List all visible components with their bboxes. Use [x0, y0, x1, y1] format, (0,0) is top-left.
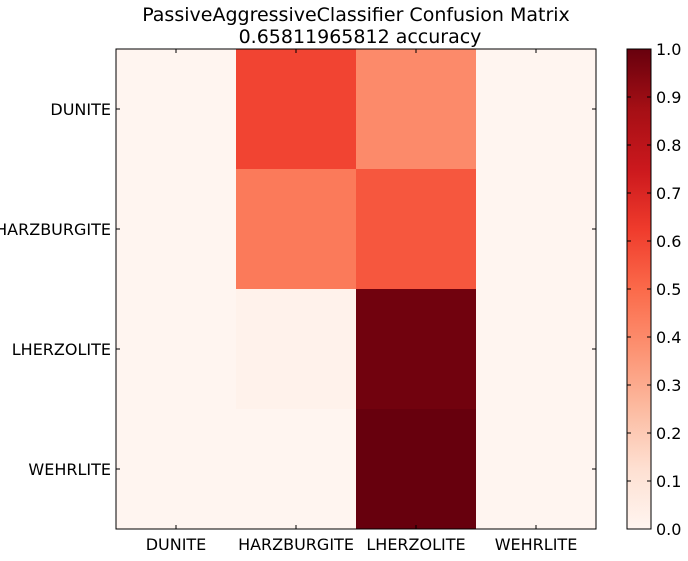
colorbar-tick-label: 0.3 — [656, 376, 681, 395]
heatmap-cell-r3-c3 — [476, 409, 597, 530]
plot-frame — [115, 48, 597, 530]
x-tick-label-lherzolite: LHERZOLITE — [366, 535, 465, 554]
heatmap-cell-r0-c0 — [116, 49, 237, 170]
heatmap-cell-r2-c2 — [356, 289, 477, 410]
axis-ticks — [116, 49, 596, 529]
heatmap-cell-r2-c0 — [116, 289, 237, 410]
colorbar-tick-label: 0.1 — [656, 472, 681, 491]
heatmap-cell-r1-c0 — [116, 169, 237, 290]
y-tick-labels: DUNITE HARZBURGITE LHERZOLITE WEHRLITE — [0, 100, 111, 479]
chart-subtitle: 0.65811965812 accuracy — [239, 26, 482, 48]
heatmap-cell-r2-c1 — [236, 289, 357, 410]
x-tick-label-dunite: DUNITE — [146, 535, 207, 554]
y-tick-label-harzburgite: HARZBURGITE — [0, 220, 111, 239]
x-tick-label-harzburgite: HARZBURGITE — [238, 535, 354, 554]
heatmap-cells — [116, 49, 597, 530]
colorbar-tick-label: 0.6 — [656, 232, 681, 251]
colorbar-tick-label: 0.7 — [656, 184, 681, 203]
colorbar-tick-label: 0.8 — [656, 136, 681, 155]
colorbar-ticks: 0.0 0.1 0.2 0.3 0.4 0.5 0.6 0.7 0.8 0.9 1.0 — [627, 40, 681, 539]
heatmap-cell-r2-c3 — [476, 289, 597, 410]
heatmap-cell-r1-c2 — [356, 169, 477, 290]
heatmap-cell-r0-c1 — [236, 49, 357, 170]
heatmap-cell-r0-c3 — [476, 49, 597, 170]
colorbar-tick-label: 1.0 — [656, 40, 681, 59]
heatmap-cell-r3-c0 — [116, 409, 237, 530]
colorbar-tick-label: 0.4 — [656, 328, 681, 347]
colorbar-tick-label: 0.2 — [656, 424, 681, 443]
colorbar-tick-label: 0.0 — [656, 520, 681, 539]
chart-title: PassiveAggressiveClassifier Confusion Ma… — [142, 4, 570, 26]
colorbar-tick-label: 0.9 — [656, 88, 681, 107]
y-tick-label-dunite: DUNITE — [50, 100, 111, 119]
y-tick-label-wehrlite: WEHRLITE — [28, 460, 111, 479]
heatmap-cell-r3-c2 — [356, 409, 477, 530]
x-tick-label-wehrlite: WEHRLITE — [495, 535, 578, 554]
heatmap-cell-r1-c3 — [476, 169, 597, 290]
heatmap-cell-r0-c2 — [356, 49, 477, 170]
heatmap-cell-r1-c1 — [236, 169, 357, 290]
heatmap-cell-r3-c1 — [236, 409, 357, 530]
colorbar-tick-label: 0.5 — [656, 280, 681, 299]
x-tick-labels: DUNITE HARZBURGITE LHERZOLITE WEHRLITE — [146, 535, 578, 554]
y-tick-label-lherzolite: LHERZOLITE — [12, 340, 111, 359]
